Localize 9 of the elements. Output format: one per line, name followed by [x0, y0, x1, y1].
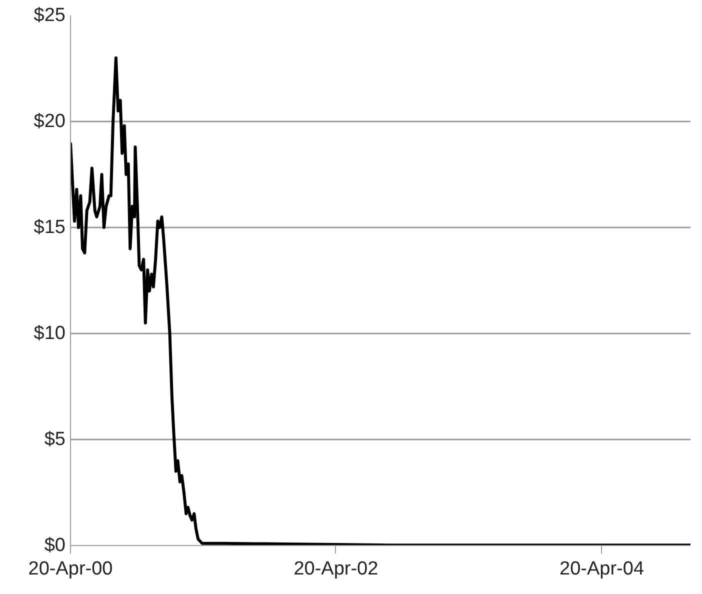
y-tick-label: $15 [34, 217, 66, 238]
y-tick-label: $20 [34, 111, 66, 132]
y-tick-label: $25 [34, 5, 66, 26]
y-tick-label: $0 [44, 535, 66, 556]
x-tick-label: 20-Apr-02 [294, 558, 378, 580]
y-tick-label: $5 [44, 429, 66, 450]
y-tick-label: $10 [34, 323, 66, 344]
x-tick-label: 20-Apr-04 [560, 558, 644, 580]
x-tick-label: 20-Apr-00 [28, 558, 113, 580]
